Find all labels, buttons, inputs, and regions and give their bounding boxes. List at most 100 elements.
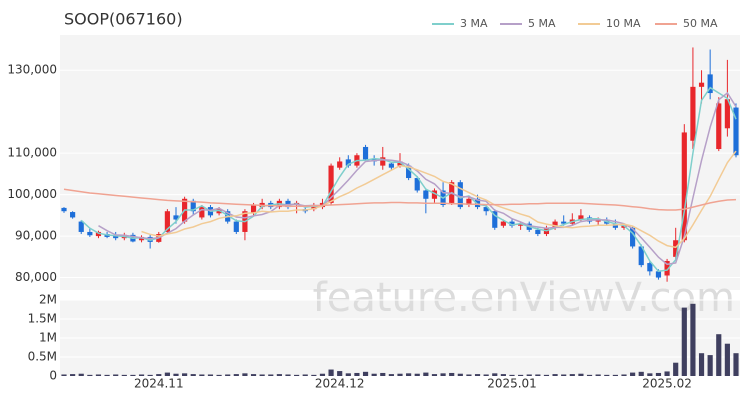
volume-bar [733,353,739,376]
candle-body [345,159,351,166]
volume-bar [716,334,722,376]
candle-body [423,190,429,199]
volume-bar [294,374,300,376]
volume-bar [380,372,386,376]
candle-body [113,235,119,239]
volume-bar [466,374,472,376]
candle-body [95,231,102,237]
candle-body [733,107,739,156]
volume-bar [483,374,489,376]
volume-bar [121,374,127,376]
volume-bar [509,374,515,376]
volume-bar [578,373,584,376]
volume-bar [655,372,662,376]
volume-bar [371,373,377,376]
candle-body [199,207,205,218]
volume-bar [457,373,463,376]
candle-body [578,215,584,220]
volume-bar [621,374,627,376]
volume-bar [474,374,481,376]
candle-body [78,221,84,232]
candle-body [474,198,481,208]
candle-body [586,217,593,222]
legend-label: 3 MA [460,17,488,30]
candle-body [87,231,93,236]
candle-body [406,165,412,179]
volume-bar [724,343,730,376]
candle-body [690,86,696,141]
volume-bar [423,372,429,376]
candle-body [724,99,730,129]
candle-body [414,178,420,191]
volume-bar [500,374,506,376]
candle-body [509,221,515,226]
candle-body [716,103,722,150]
volume-bar [604,374,610,376]
volume-bar [104,374,110,376]
candle-body [698,82,705,87]
volume-bar [569,374,575,376]
x-tick-label: 2025.02 [642,377,692,391]
candle-body [388,163,394,168]
y-tick-label: 90,000 [15,229,57,243]
volume-bar [156,374,162,376]
y-tick-label: 2M [39,293,57,307]
volume-bar [664,371,670,376]
volume-bar [630,372,636,376]
candle-body [70,212,76,218]
volume-bar [681,307,687,376]
volume-bar [87,374,93,376]
volume-bar [130,374,136,376]
candle-body [535,229,541,235]
volume-bar [250,374,257,376]
y-tick-label: 80,000 [15,270,57,284]
volume-bar [328,369,334,376]
candle-body [707,74,713,94]
candle-body [483,207,489,212]
candle-body [561,221,567,224]
candle-body [397,161,403,166]
chart-title: SOOP(067160) [64,10,183,29]
volume-bar [164,372,170,376]
volume-bar [440,373,446,376]
volume-bar [354,372,360,376]
legend-label: 10 MA [606,17,641,30]
y-tick-label: 110,000 [7,146,57,160]
volume-bar [78,373,84,376]
candle-body [190,200,196,212]
y-tick-label: 0.5M [28,350,57,364]
volume-bar [95,374,102,376]
volume-bar [612,374,618,376]
candle-body [612,223,618,228]
volume-bar [182,373,188,376]
candle-body [328,165,334,203]
candle-body [655,271,662,278]
volume-bar [526,374,532,376]
y-tick-label: 0 [49,369,57,383]
candle-body [457,182,463,208]
volume-bar [698,353,705,376]
candle-body [647,263,653,272]
candle-body [630,227,636,247]
candle-body [173,215,179,220]
candle-body [638,246,644,266]
volume-bar [362,371,369,376]
volume-bar [113,374,119,376]
volume-bar [552,374,558,376]
ma-line [141,150,737,249]
volume-bar [431,374,438,376]
ma-line [80,86,737,273]
volume-bar [285,374,291,376]
volume-bar [673,362,679,376]
candle-body [362,146,369,160]
volume-bar [337,371,343,376]
candle-body [250,205,257,214]
volume-bar [190,374,196,376]
x-tick-label: 2025.01 [487,377,537,391]
candle-body [518,223,524,226]
candle-body [621,225,627,228]
ma-line [63,188,737,211]
volume-bar [647,373,653,376]
x-tick-label: 2024.12 [315,377,365,391]
